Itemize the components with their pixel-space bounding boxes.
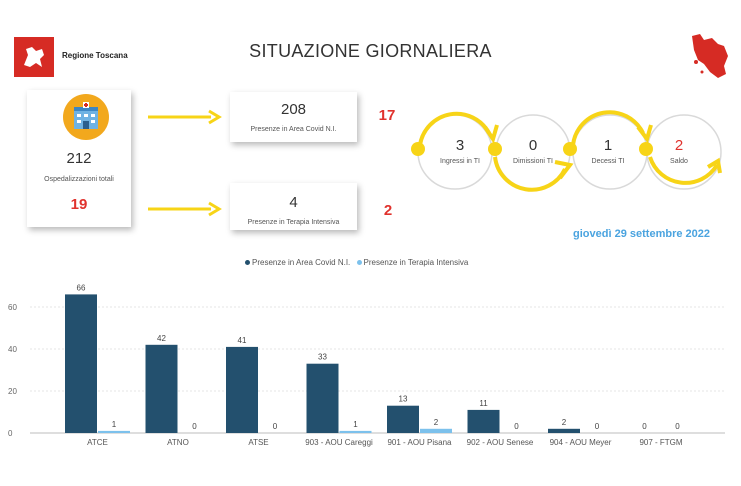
- x-tick-label: 901 - AOU Pisana: [387, 438, 452, 447]
- region-name: Regione Toscana: [62, 51, 128, 60]
- x-tick-label: 903 - AOU Careggi: [305, 438, 373, 447]
- data-label-covid: 13: [399, 395, 408, 404]
- data-label-ti: 0: [514, 422, 519, 431]
- bar-covid: [145, 344, 178, 433]
- tuscany-map-icon: [692, 34, 728, 78]
- data-label-covid: 0: [642, 422, 647, 431]
- hospital-icon: [63, 94, 109, 140]
- y-tick-label: 0: [8, 429, 13, 438]
- legend-label-covid: Presenze in Area Covid N.I.: [252, 258, 351, 267]
- flow-label-decessi: Decessi TI: [591, 158, 625, 165]
- bar-ti: [420, 428, 452, 433]
- total-value: 212: [66, 150, 92, 167]
- chart-legend: Presenze in Area Covid N.I. Presenze in …: [245, 258, 468, 267]
- flow-value-dimissioni: 0: [528, 137, 538, 154]
- regione-toscana-logo: [14, 37, 54, 77]
- data-label-covid: 11: [479, 399, 488, 408]
- flow-label-saldo: Saldo: [670, 158, 688, 165]
- intensive-care-card: [230, 183, 357, 230]
- legend-swatch-ti: [356, 260, 362, 266]
- x-tick-label: ATSE: [248, 438, 268, 447]
- y-tick-label: 60: [8, 303, 17, 312]
- data-label-covid: 2: [562, 418, 567, 427]
- covid-area-card: [230, 92, 357, 142]
- data-label-covid: 33: [318, 353, 327, 362]
- covid-change: 17: [378, 107, 396, 124]
- data-label-ti: 0: [273, 422, 278, 431]
- ti-change: 2: [383, 202, 393, 219]
- y-tick-label: 20: [8, 387, 17, 396]
- x-tick-label: ATNO: [167, 438, 189, 447]
- bar-covid: [467, 409, 500, 433]
- flow-arrows: [148, 109, 222, 217]
- bar-ti: [98, 430, 130, 433]
- bar-covid: [65, 294, 97, 433]
- bar-covid: [387, 405, 419, 433]
- report-date: giovedì 29 settembre 2022: [573, 228, 710, 240]
- flow-label-ingressi: Ingressi in TI: [440, 158, 480, 165]
- data-label-ti: 2: [434, 418, 439, 427]
- data-label-ti: 0: [595, 422, 600, 431]
- data-label-ti: 0: [192, 422, 197, 431]
- legend-label-ti: Presenze in Terapia Intensiva: [363, 258, 469, 267]
- covid-value: 208: [280, 101, 307, 118]
- flow-value-saldo: 2: [674, 137, 684, 154]
- data-label-covid: 66: [77, 283, 86, 292]
- ti-label: Presenze in Terapia Intensiva: [247, 219, 340, 226]
- flow-circles: [411, 110, 722, 192]
- flow-value-decessi: 1: [603, 137, 613, 154]
- y-tick-label: 40: [8, 345, 17, 354]
- data-label-ti: 0: [675, 422, 680, 431]
- legend-swatch-covid: [245, 260, 250, 266]
- bar-covid: [548, 428, 580, 433]
- page-title: SITUAZIONE GIORNALIERA: [249, 41, 492, 61]
- data-label-ti: 1: [112, 420, 117, 429]
- flow-value-ingressi: 3: [455, 137, 465, 154]
- x-tick-label: 907 - FTGM: [639, 438, 682, 447]
- flow-label-dimissioni: Dimissioni TI: [513, 158, 553, 165]
- bar-covid: [306, 363, 339, 433]
- data-label-covid: 41: [238, 336, 247, 345]
- x-tick-label: ATCE: [87, 438, 108, 447]
- x-tick-label: 902 - AOU Senese: [467, 438, 534, 447]
- total-label: Ospedalizzazioni totali: [44, 176, 114, 183]
- data-label-ti: 1: [353, 420, 358, 429]
- total-change: 19: [70, 196, 88, 213]
- covid-label: Presenze in Area Covid N.I.: [250, 126, 337, 133]
- ti-value: 4: [289, 194, 298, 211]
- bar-covid: [226, 346, 258, 433]
- x-tick-label: 904 - AOU Meyer: [550, 438, 612, 447]
- bar-ti: [339, 430, 372, 433]
- data-label-covid: 42: [157, 334, 166, 343]
